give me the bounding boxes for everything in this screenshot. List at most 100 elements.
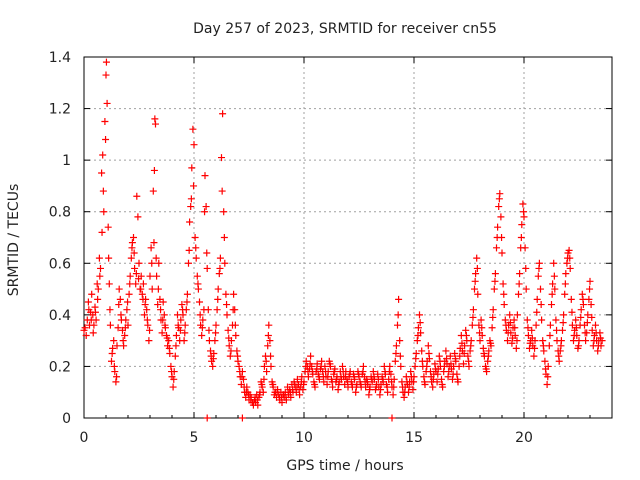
data-point	[436, 357, 444, 365]
data-point	[392, 350, 400, 358]
data-point	[95, 254, 103, 262]
data-point	[124, 298, 132, 306]
data-point	[433, 378, 441, 386]
data-point	[572, 324, 580, 332]
data-point	[541, 357, 549, 365]
data-point	[465, 357, 473, 365]
data-point	[396, 337, 404, 345]
data-point	[205, 326, 213, 334]
data-point	[421, 378, 429, 386]
data-point	[491, 277, 499, 285]
data-point	[414, 331, 422, 339]
data-point	[489, 313, 497, 321]
data-point	[521, 244, 529, 252]
x-axis-label: GPS time / hours	[286, 458, 403, 474]
data-point	[526, 339, 534, 347]
data-point	[511, 324, 519, 332]
data-point	[524, 324, 532, 332]
data-point	[127, 254, 135, 262]
data-point	[181, 329, 189, 337]
data-point	[240, 383, 248, 391]
data-point	[374, 370, 382, 378]
data-point	[187, 203, 195, 211]
data-point	[93, 280, 101, 288]
data-point	[306, 360, 314, 368]
data-point	[396, 352, 404, 360]
data-point	[592, 321, 599, 329]
data-point	[401, 388, 409, 396]
data-point	[224, 326, 232, 334]
data-point	[121, 324, 129, 332]
data-point	[192, 254, 200, 262]
data-point	[590, 337, 598, 345]
data-point	[218, 154, 225, 162]
data-point	[106, 321, 114, 329]
data-point	[477, 316, 485, 324]
data-point	[516, 270, 524, 278]
data-point	[238, 414, 246, 422]
data-point	[409, 386, 417, 394]
data-point	[451, 350, 459, 358]
data-point	[139, 280, 147, 288]
data-point	[188, 164, 196, 172]
data-point	[99, 187, 107, 195]
data-point	[550, 272, 558, 280]
data-point	[350, 373, 358, 381]
data-point	[519, 200, 527, 208]
data-point	[161, 321, 169, 329]
data-point	[370, 373, 378, 381]
data-point	[202, 203, 210, 211]
data-point	[266, 337, 274, 345]
data-point	[106, 306, 114, 314]
data-point	[220, 208, 228, 216]
data-point	[420, 373, 428, 381]
data-point	[352, 388, 360, 396]
data-point	[442, 347, 450, 355]
data-point	[530, 352, 538, 360]
data-point	[400, 393, 408, 401]
data-point	[133, 192, 141, 200]
data-point	[116, 295, 124, 303]
data-point	[157, 306, 165, 314]
data-point	[385, 368, 393, 376]
data-point	[236, 368, 244, 376]
data-point	[213, 306, 221, 314]
data-point	[506, 319, 514, 327]
data-point	[566, 254, 574, 262]
data-point	[88, 290, 96, 298]
data-point	[369, 368, 377, 376]
data-point	[96, 272, 104, 280]
data-point	[497, 213, 505, 221]
data-point	[416, 319, 424, 327]
data-point	[230, 290, 238, 298]
data-point	[495, 195, 503, 203]
data-point	[449, 370, 457, 378]
data-point	[403, 378, 411, 386]
data-point	[226, 352, 234, 360]
data-point	[498, 234, 506, 241]
data-point	[218, 187, 226, 195]
data-point	[220, 234, 228, 241]
data-point	[435, 352, 443, 360]
data-point	[592, 329, 600, 337]
data-point	[476, 337, 484, 345]
data-point	[467, 342, 475, 350]
data-point	[372, 383, 380, 391]
data-point	[410, 378, 418, 386]
data-point	[460, 350, 468, 358]
data-point	[443, 355, 451, 363]
data-point	[89, 329, 97, 337]
data-point	[190, 182, 198, 190]
y-tick-label: 1.4	[49, 50, 71, 66]
data-point	[473, 254, 481, 262]
data-point	[185, 246, 193, 254]
data-point	[501, 316, 509, 324]
data-point	[204, 306, 212, 314]
data-point	[414, 324, 422, 332]
data-point	[500, 301, 508, 309]
data-point	[544, 373, 552, 381]
data-point	[108, 350, 116, 358]
data-point	[131, 264, 139, 272]
data-point	[394, 311, 402, 319]
